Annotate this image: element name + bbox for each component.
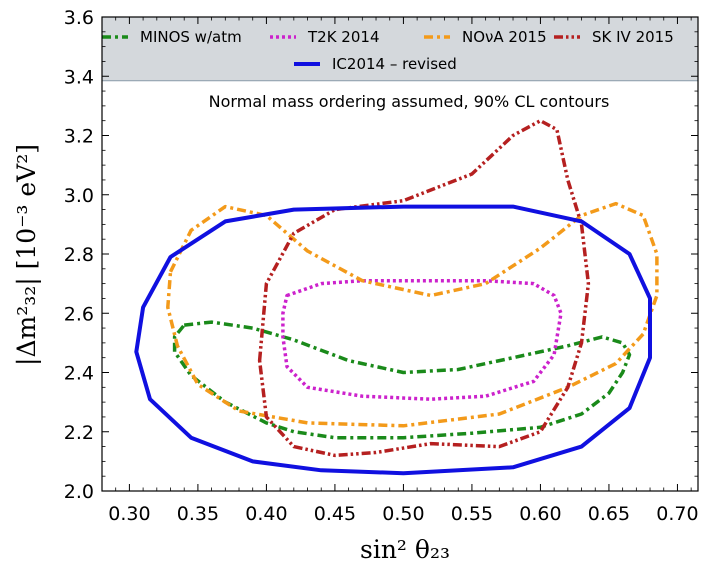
x-tick-label: 0.30	[108, 503, 150, 525]
legend-label: IC2014 – revised	[332, 55, 457, 73]
y-tick-label: 3.2	[64, 126, 94, 148]
x-tick-label: 0.55	[451, 503, 493, 525]
plot-frame	[101, 16, 699, 492]
y-tick-label: 2.2	[64, 422, 94, 444]
x-tick-label: 0.70	[656, 503, 698, 525]
legend: MINOS w/atm T2K 2014 NOνA 2015 SK IV 2015 IC…	[102, 28, 674, 73]
plot-background	[102, 17, 698, 82]
y-tick-label: 3.4	[64, 66, 94, 88]
x-tick-label: 0.65	[588, 503, 630, 525]
legend-label: T2K 2014	[307, 28, 379, 46]
x-tick-label: 0.60	[519, 503, 561, 525]
contour-t2k-2014	[281, 278, 563, 401]
x-tick-label: 0.40	[245, 503, 287, 525]
y-tick-label: 2.4	[64, 363, 94, 385]
legend-background	[102, 17, 698, 81]
annotation: Normal mass ordering assumed, 90% CL con…	[209, 92, 610, 111]
legend-label: MINOS w/atm	[140, 28, 242, 46]
x-axis-label: sin² θ₂₃	[360, 535, 450, 564]
x-tick-label: 0.50	[382, 503, 424, 525]
contour-no-a-2015	[166, 201, 659, 428]
y-tick-label: 3.6	[64, 7, 94, 29]
y-tick-label: 2.8	[64, 244, 94, 266]
y-tick-label: 2.6	[64, 303, 94, 325]
legend-label: SK IV 2015	[592, 28, 674, 46]
y-tick-label: 3.0	[64, 185, 94, 207]
series-layer	[134, 118, 659, 476]
contour-minos-w-atm	[172, 320, 632, 440]
y-axis-label: |Δm²₃₂| [10⁻³ eV²]	[12, 144, 42, 366]
x-tick-label: 0.35	[177, 503, 219, 525]
legend-label: NOνA 2015	[462, 28, 547, 46]
contour-ic2014-revised	[134, 204, 652, 476]
contour-sk-iv-2015	[257, 118, 591, 458]
y-tick-label: 2.0	[64, 481, 94, 503]
axes: 0.30 0.35 0.40 0.45 0.50 0.55 0.60 0.65 0.70 2.0 2…	[64, 7, 699, 525]
x-tick-label: 0.45	[314, 503, 356, 525]
